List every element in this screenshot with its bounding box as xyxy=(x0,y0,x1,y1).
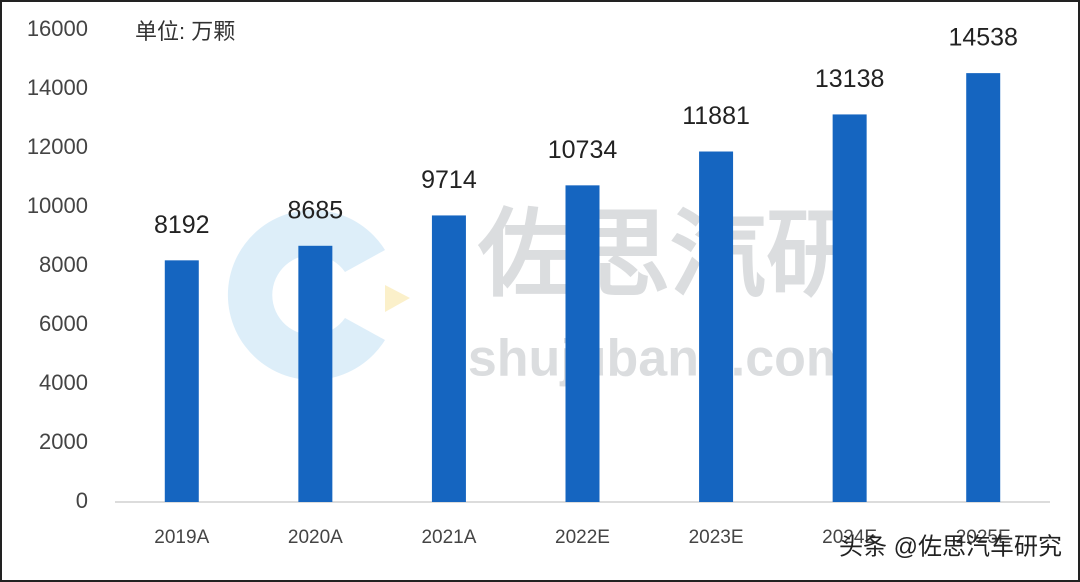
watermark-text: 佐思汽研 xyxy=(477,201,862,308)
value-label: 13138 xyxy=(815,65,885,93)
y-tick-label: 14000 xyxy=(27,75,88,100)
x-tick-label: 2022E xyxy=(555,527,610,548)
bar xyxy=(966,73,1001,502)
y-tick-label: 12000 xyxy=(27,134,88,159)
y-tick-label: 16000 xyxy=(27,16,88,41)
value-label: 9714 xyxy=(421,166,477,194)
watermark-logo-dot xyxy=(385,285,410,312)
bar xyxy=(164,260,199,502)
value-label: 11881 xyxy=(682,102,750,130)
bar xyxy=(565,185,600,503)
value-label: 8685 xyxy=(288,196,344,224)
x-tick-label: 2025E xyxy=(956,527,1011,548)
value-label: 10734 xyxy=(548,136,618,164)
y-tick-label: 4000 xyxy=(39,370,88,395)
credit: 头条 @佐思汽车研究 xyxy=(839,533,1062,560)
y-tick-label: 8000 xyxy=(39,252,88,277)
bar xyxy=(832,114,867,502)
y-tick-label: 6000 xyxy=(39,311,88,336)
watermark: 佐思汽研 shujubang.com xyxy=(227,201,862,388)
bar xyxy=(431,215,466,502)
y-tick-label: 0 xyxy=(76,488,88,513)
x-tick-label: 2024E xyxy=(822,527,877,548)
x-tick-label: 2020A xyxy=(288,527,343,548)
watermark-logo xyxy=(227,210,385,381)
y-tick-label: 10000 xyxy=(27,193,88,218)
chart-subtitle: 单位: 万颗 xyxy=(135,19,235,44)
x-tick-label: 2023E xyxy=(689,527,744,548)
bar xyxy=(699,151,734,502)
watermark-url: shujubang.com xyxy=(468,330,852,388)
x-tick-label: 2021A xyxy=(421,527,476,548)
y-tick-label: 2000 xyxy=(39,429,88,454)
x-tick-label: 2019A xyxy=(154,527,209,548)
value-label: 14538 xyxy=(948,24,1018,52)
value-label: 8192 xyxy=(154,211,210,239)
bar xyxy=(298,245,333,503)
